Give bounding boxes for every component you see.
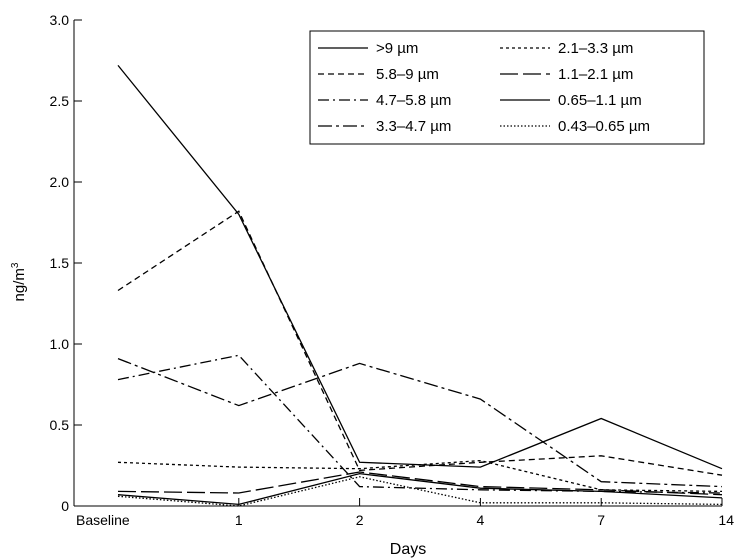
legend-label-6: 0.65–1.1 µm	[558, 92, 642, 109]
y-axis-label: ng/m3	[10, 262, 28, 301]
legend-label-5: 1.1–2.1 µm	[558, 66, 633, 83]
series-line-1	[117, 210, 723, 476]
x-tick-label: 2	[356, 512, 364, 528]
x-tick-label: 7	[597, 512, 605, 528]
y-tick-label: 1.0	[50, 336, 70, 352]
x-tick-label: 1	[235, 512, 243, 528]
x-tick-label: Baseline	[76, 512, 130, 528]
y-tick-label: 2.5	[50, 93, 70, 109]
series-line-4	[117, 459, 723, 493]
y-tick-label: 0	[61, 498, 69, 514]
y-tick-label: 1.5	[50, 255, 70, 271]
y-tick-label: 2.0	[50, 174, 70, 190]
series-layer	[117, 64, 723, 507]
series-line-5	[117, 471, 723, 496]
series-line-6	[117, 472, 723, 506]
series-line-2	[117, 354, 723, 494]
legend-label-2: 4.7–5.8 µm	[376, 92, 451, 109]
y-axis-label-text: ng/m	[11, 268, 28, 301]
x-tick-label: 14	[718, 512, 734, 528]
legend-label-7: 0.43–0.65 µm	[558, 118, 650, 135]
x-axis-label: Days	[390, 541, 426, 558]
legend-box	[309, 30, 705, 145]
y-axis-label-superscript: 3	[10, 262, 21, 268]
y-tick-label: 3.0	[50, 12, 70, 28]
axes: 0 0.5 1.0 1.5 2.0 2.5 3.0 Baseline 1 2 4 7 14	[50, 12, 734, 528]
legend-label-3: 3.3–4.7 µm	[376, 118, 451, 135]
series-line-3	[117, 357, 723, 488]
legend-label-1: 5.8–9 µm	[376, 66, 439, 83]
x-tick-label: 4	[477, 512, 485, 528]
legend-label-0: >9 µm	[376, 40, 418, 57]
y-tick-label: 0.5	[50, 417, 70, 433]
legend-label-4: 2.1–3.3 µm	[558, 40, 633, 57]
legend: >9 µm 5.8–9 µm 4.7–5.8 µm 3.3–4.7 µm 2.1–3.3…	[309, 30, 705, 145]
